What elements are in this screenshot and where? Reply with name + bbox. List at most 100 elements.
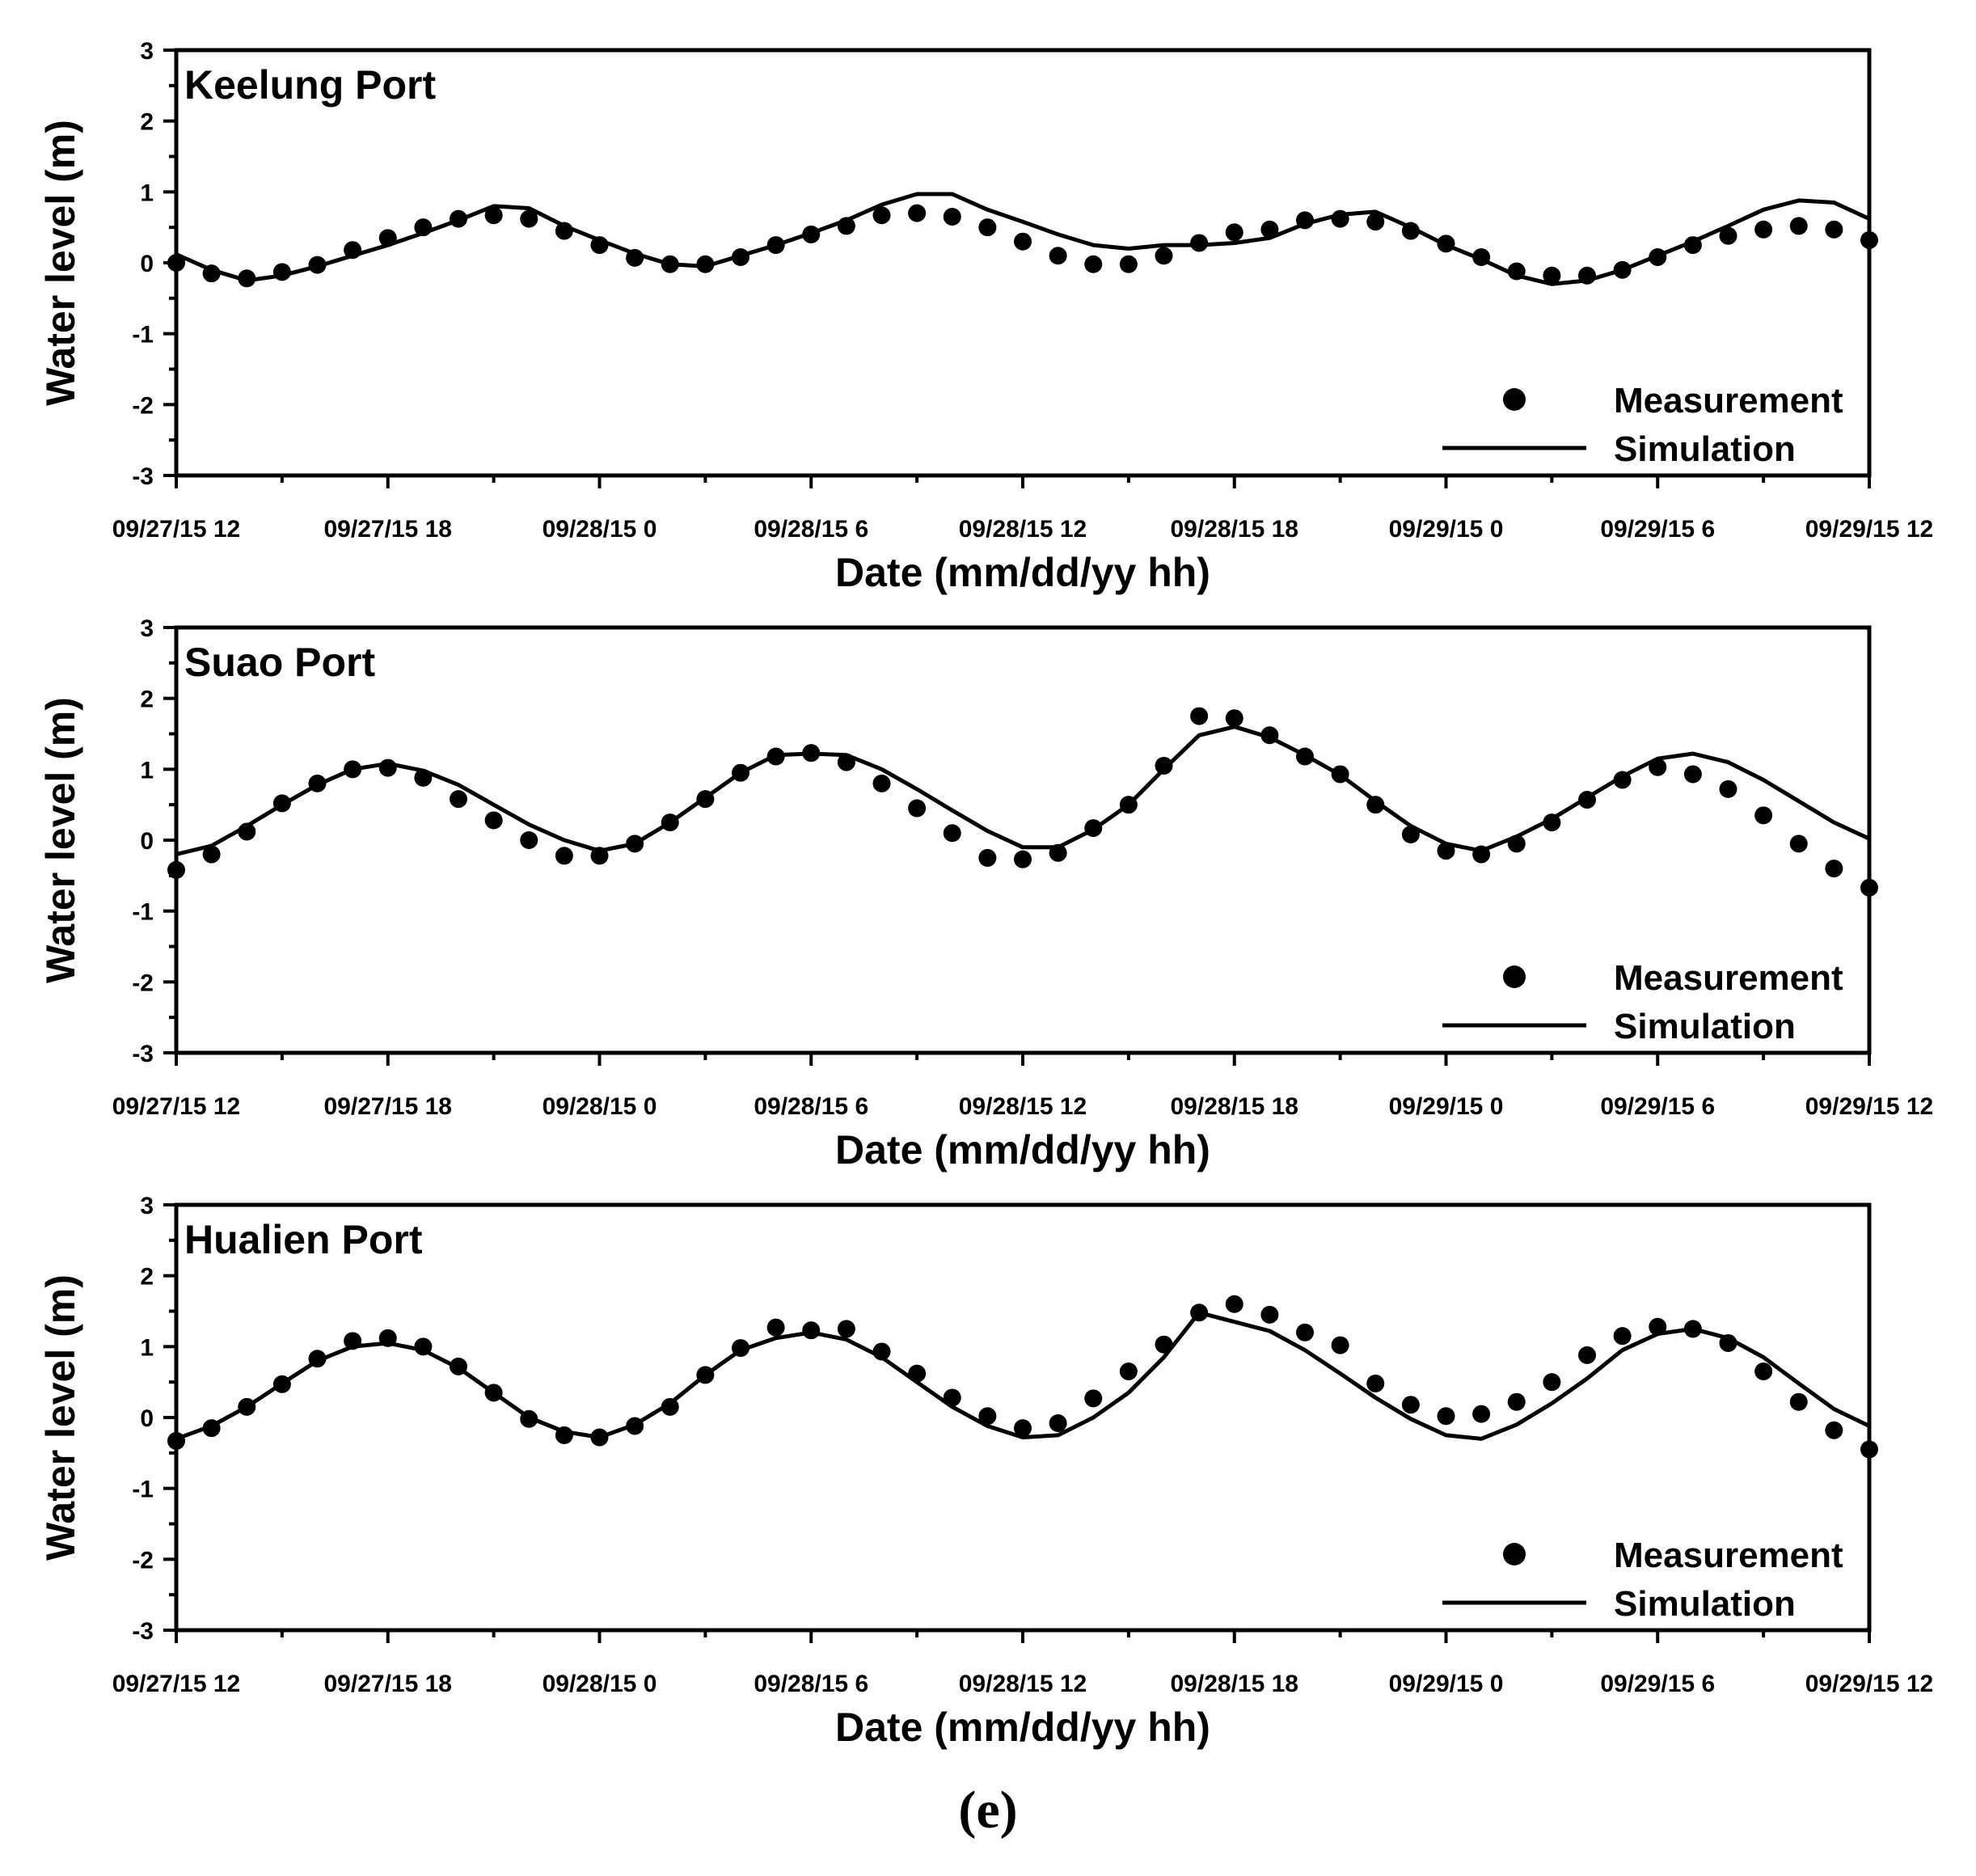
figure-caption: (e) bbox=[958, 1781, 1017, 1840]
y-tick-label: 0 bbox=[140, 828, 154, 855]
legend-marker-measurement bbox=[1503, 388, 1526, 411]
measurement-point bbox=[1825, 860, 1843, 878]
measurement-point bbox=[1225, 709, 1243, 728]
measurement-point bbox=[1789, 1392, 1808, 1411]
chart-panel-hualien-port: -3 -2 -1 0 1 2 3 09/27/15 12 09/27/15 18 09/28/15… bbox=[38, 1193, 1933, 1750]
measurement-point bbox=[1296, 1323, 1314, 1342]
y-tick-label: -3 bbox=[132, 1618, 154, 1645]
x-tick-label: 09/28/15 6 bbox=[754, 516, 868, 543]
measurement-point bbox=[202, 845, 221, 864]
y-tick-label: 3 bbox=[140, 1193, 154, 1219]
y-tick-label: 2 bbox=[140, 687, 154, 713]
measurement-point bbox=[943, 824, 961, 843]
measurement-point bbox=[1260, 1305, 1279, 1324]
x-tick-label: 09/28/15 6 bbox=[754, 1093, 868, 1120]
measurement-point bbox=[1260, 220, 1279, 239]
measurement-point bbox=[1331, 1336, 1349, 1354]
y-tick-label: 3 bbox=[140, 615, 154, 642]
measurement-point bbox=[1014, 232, 1032, 251]
measurement-point bbox=[1190, 234, 1209, 252]
measurement-point bbox=[872, 774, 891, 792]
simulation-line bbox=[175, 1310, 1871, 1441]
measurement-point bbox=[978, 848, 997, 867]
y-tick-label: -1 bbox=[132, 1477, 154, 1503]
legend-marker-measurement bbox=[1503, 965, 1526, 988]
y-tick-label: -3 bbox=[132, 463, 154, 490]
measurement-point bbox=[1190, 707, 1209, 725]
measurement-point bbox=[1860, 878, 1878, 897]
x-tick-label: 09/27/15 12 bbox=[112, 1093, 240, 1120]
measurement-point bbox=[1119, 1363, 1138, 1381]
x-tick-label: 09/28/15 0 bbox=[543, 1671, 657, 1697]
y-axis-title: Water level (m) bbox=[38, 697, 83, 983]
x-tick-label: 09/29/15 12 bbox=[1805, 1671, 1933, 1697]
measurement-point bbox=[1049, 247, 1067, 265]
x-tick-label: 09/27/15 18 bbox=[324, 1093, 452, 1120]
legend-label-measurement: Measurement bbox=[1614, 1536, 1843, 1575]
y-tick-label: -2 bbox=[132, 392, 154, 419]
panels: -3 -2 -1 0 1 2 3 09/27/15 12 09/27/15 18 09/28/15… bbox=[38, 38, 1933, 1750]
legend-label-simulation: Simulation bbox=[1614, 1584, 1796, 1624]
measurement-point bbox=[555, 847, 573, 865]
y-tick-label: 1 bbox=[140, 1334, 154, 1361]
x-tick-label: 09/28/15 12 bbox=[959, 516, 1087, 543]
chart-panel-keelung-port: -3 -2 -1 0 1 2 3 09/27/15 12 09/27/15 18 09/28/15… bbox=[38, 38, 1933, 595]
measurement-point bbox=[1507, 1392, 1526, 1411]
measurement-point bbox=[167, 860, 185, 879]
measurement-point bbox=[1789, 217, 1808, 235]
x-tick-label: 09/28/15 12 bbox=[959, 1671, 1087, 1697]
measurement-point bbox=[1754, 1363, 1773, 1381]
legend-label-measurement: Measurement bbox=[1614, 958, 1843, 998]
panel-title: Suao Port bbox=[184, 640, 375, 685]
measurement-point bbox=[802, 1321, 821, 1340]
measurement-point bbox=[450, 790, 467, 809]
measurement-point bbox=[1613, 1327, 1632, 1346]
measurement-point bbox=[1543, 1373, 1561, 1392]
y-tick-label: 2 bbox=[140, 109, 154, 136]
measurement-point bbox=[1825, 220, 1843, 239]
measurement-point bbox=[1084, 1389, 1103, 1408]
y-tick-label: 2 bbox=[140, 1264, 154, 1291]
x-tick-label: 09/29/15 12 bbox=[1805, 516, 1933, 543]
x-tick-label: 09/28/15 18 bbox=[1171, 516, 1298, 543]
measurement-point bbox=[978, 1407, 997, 1426]
legend-label-simulation: Simulation bbox=[1614, 429, 1796, 469]
y-tick-label: -3 bbox=[132, 1041, 154, 1067]
legend-marker-measurement bbox=[1503, 1543, 1526, 1565]
measurement-point bbox=[1155, 247, 1173, 265]
measurement-point bbox=[872, 206, 891, 225]
measurement-point bbox=[1401, 1396, 1420, 1414]
measurement-point bbox=[1754, 220, 1773, 239]
measurement-point bbox=[1472, 1405, 1491, 1423]
measurement-point bbox=[978, 218, 997, 237]
y-tick-label: -2 bbox=[132, 970, 154, 996]
measurement-point bbox=[1366, 1374, 1385, 1392]
x-tick-label: 09/28/15 12 bbox=[959, 1093, 1087, 1120]
measurement-point bbox=[661, 1397, 679, 1416]
measurement-point bbox=[1155, 756, 1173, 775]
measurement-point bbox=[1649, 1317, 1667, 1336]
measurement-point bbox=[1014, 1419, 1032, 1438]
x-tick-label: 09/28/15 18 bbox=[1171, 1671, 1298, 1697]
measurement-point bbox=[908, 799, 927, 818]
x-tick-label: 09/29/15 6 bbox=[1600, 516, 1715, 543]
measurement-point bbox=[696, 255, 715, 273]
measurement-point bbox=[1860, 1440, 1878, 1459]
x-tick-label: 09/27/15 12 bbox=[112, 516, 240, 543]
measurement-point bbox=[943, 208, 961, 226]
x-tick-label: 09/28/15 6 bbox=[754, 1671, 868, 1697]
x-tick-label: 09/27/15 18 bbox=[324, 516, 452, 543]
measurement-point bbox=[1014, 850, 1032, 868]
measurement-point bbox=[1225, 1295, 1243, 1313]
measurement-point bbox=[1366, 213, 1385, 231]
measurement-point bbox=[1825, 1421, 1843, 1439]
y-tick-label: 0 bbox=[140, 1405, 154, 1432]
y-tick-label: 1 bbox=[140, 757, 154, 784]
measurement-point bbox=[1860, 230, 1878, 249]
simulation-line bbox=[175, 725, 1871, 856]
x-tick-label: 09/28/15 0 bbox=[543, 516, 657, 543]
measurement-point bbox=[1578, 1346, 1596, 1364]
x-axis-title: Date (mm/dd/yy hh) bbox=[835, 1127, 1210, 1172]
y-tick-label: -2 bbox=[132, 1547, 154, 1574]
